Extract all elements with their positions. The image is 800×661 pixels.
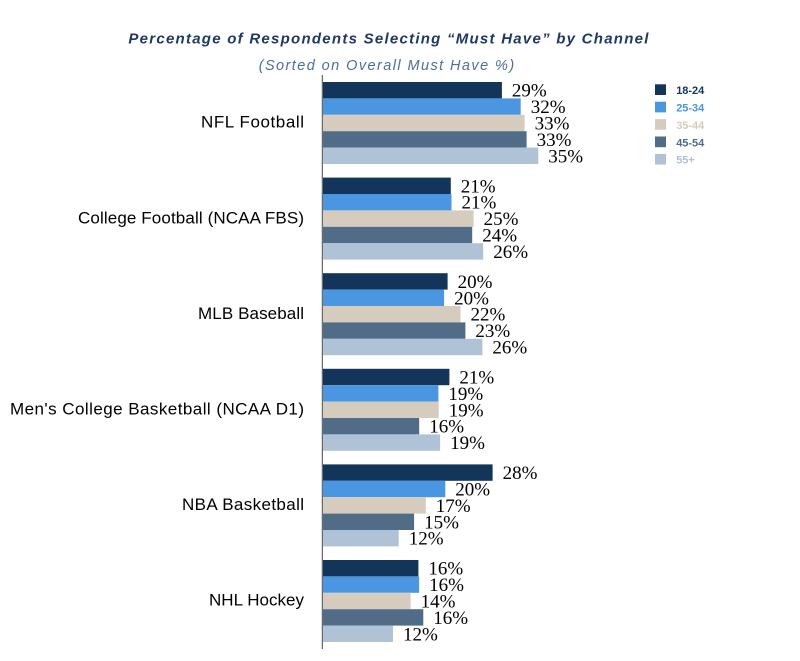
svg-text:17%: 17% xyxy=(436,496,471,517)
svg-text:22%: 22% xyxy=(471,305,506,326)
svg-text:35%: 35% xyxy=(548,146,583,167)
svg-text:(Sorted on Overall Must Have %: (Sorted on Overall Must Have %) xyxy=(259,58,515,74)
svg-text:45-54: 45-54 xyxy=(676,137,705,149)
svg-text:33%: 33% xyxy=(537,130,572,151)
svg-text:16%: 16% xyxy=(433,608,468,629)
svg-text:19%: 19% xyxy=(450,433,485,454)
svg-text:26%: 26% xyxy=(492,338,527,359)
svg-text:28%: 28% xyxy=(503,463,538,484)
svg-text:25%: 25% xyxy=(484,209,519,230)
svg-text:20%: 20% xyxy=(454,288,489,309)
svg-text:College Football (NCAA FBS): College Football (NCAA FBS) xyxy=(78,208,304,227)
svg-text:35-44: 35-44 xyxy=(676,120,705,132)
svg-text:19%: 19% xyxy=(449,400,484,421)
svg-text:12%: 12% xyxy=(403,624,438,645)
svg-text:55+: 55+ xyxy=(676,155,695,167)
svg-text:16%: 16% xyxy=(429,417,464,438)
svg-text:Men's College Basketball (NCAA: Men's College Basketball (NCAA D1) xyxy=(10,400,304,419)
svg-text:25-34: 25-34 xyxy=(676,103,705,115)
svg-text:12%: 12% xyxy=(409,529,444,550)
svg-text:20%: 20% xyxy=(458,272,493,293)
svg-text:16%: 16% xyxy=(429,575,464,596)
svg-text:15%: 15% xyxy=(424,512,459,533)
svg-text:26%: 26% xyxy=(493,242,528,263)
svg-text:NHL Hockey: NHL Hockey xyxy=(209,591,305,610)
svg-text:18-24: 18-24 xyxy=(676,85,705,97)
svg-text:21%: 21% xyxy=(459,368,494,389)
svg-text:19%: 19% xyxy=(448,384,483,405)
svg-text:NFL Football: NFL Football xyxy=(201,113,304,132)
svg-text:21%: 21% xyxy=(462,193,497,214)
svg-text:23%: 23% xyxy=(475,321,510,342)
svg-text:24%: 24% xyxy=(482,226,517,247)
svg-text:20%: 20% xyxy=(455,480,490,501)
svg-text:NBA Basketball: NBA Basketball xyxy=(182,495,304,514)
svg-text:33%: 33% xyxy=(535,114,570,135)
svg-text:14%: 14% xyxy=(421,592,456,613)
svg-text:29%: 29% xyxy=(512,81,547,102)
svg-text:21%: 21% xyxy=(461,176,496,197)
svg-text:MLB Baseball: MLB Baseball xyxy=(198,304,304,323)
svg-text:32%: 32% xyxy=(531,97,566,118)
svg-text:16%: 16% xyxy=(428,559,463,580)
